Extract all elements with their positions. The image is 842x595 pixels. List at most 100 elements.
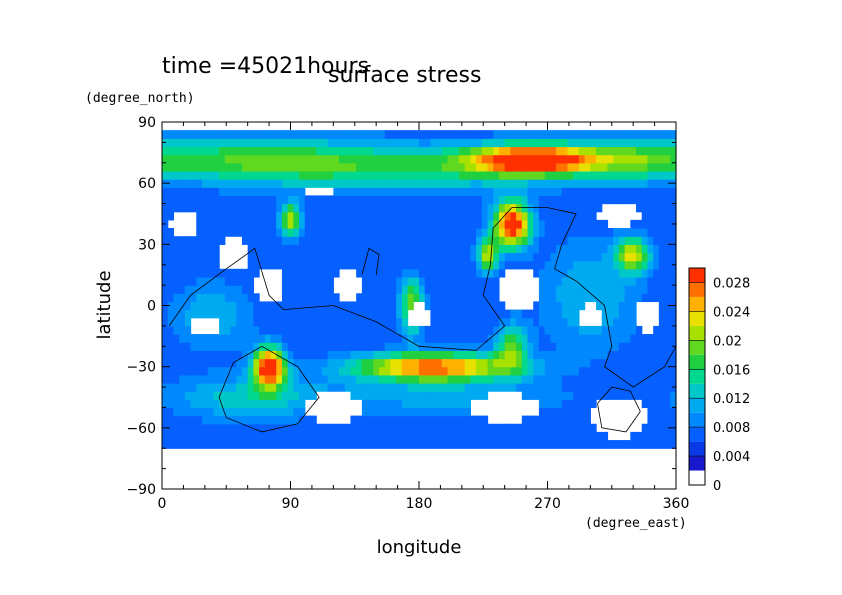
heatmap-cell [413, 252, 420, 262]
colorbar-swatch [689, 268, 705, 283]
heatmap-cell [173, 236, 180, 245]
heatmap-cell [618, 187, 626, 196]
heatmap-cell [333, 130, 340, 139]
heatmap-cell [327, 130, 334, 139]
heatmap-cell [567, 399, 574, 409]
heatmap-cell [281, 138, 289, 148]
heatmap-cell [264, 260, 272, 270]
heatmap-cell [538, 374, 546, 384]
heatmap-cell [281, 276, 289, 286]
heatmap-cell [538, 252, 546, 262]
heatmap-cell [573, 350, 580, 360]
heatmap-cell [401, 179, 409, 188]
heatmap-cell [584, 211, 591, 221]
heatmap-cell [596, 382, 603, 392]
heatmap-cell [538, 219, 546, 229]
heatmap-cell [236, 350, 243, 360]
heatmap-cell [350, 366, 357, 376]
heatmap-cell [162, 276, 169, 286]
heatmap-cell [350, 374, 357, 384]
heatmap-cell [658, 399, 666, 409]
heatmap-cell [276, 170, 283, 180]
heatmap-cell [487, 146, 494, 156]
heatmap-cell [264, 154, 272, 164]
heatmap-cell [384, 260, 392, 270]
heatmap-cell [493, 211, 500, 221]
heatmap-cell [270, 154, 277, 164]
heatmap-cell [356, 382, 363, 392]
heatmap-cell [179, 236, 186, 245]
heatmap-cell [230, 146, 237, 156]
heatmap-cell [230, 431, 237, 441]
heatmap-cell [567, 334, 574, 343]
heatmap-cell [573, 301, 580, 311]
heatmap-cell [510, 179, 517, 188]
heatmap-cell [236, 431, 243, 441]
heatmap-cell [447, 179, 454, 188]
heatmap-cell [476, 415, 483, 425]
heatmap-cell [624, 187, 631, 196]
heatmap-cell [601, 309, 609, 319]
heatmap-cell [293, 391, 300, 400]
heatmap-cell [441, 382, 449, 392]
heatmap-cell [641, 130, 649, 139]
heatmap-cell [196, 399, 203, 409]
heatmap-cell [407, 154, 414, 164]
heatmap-cell [618, 342, 626, 351]
heatmap-cell [219, 382, 226, 392]
heatmap-cell [567, 203, 574, 213]
heatmap-cell [647, 219, 654, 229]
heatmap-cell [510, 440, 517, 449]
heatmap-cell [316, 179, 323, 188]
heatmap-cell [504, 374, 511, 384]
heatmap-cell [441, 138, 449, 148]
heatmap-cell [476, 334, 483, 343]
heatmap-cell [207, 244, 214, 254]
heatmap-cell [487, 219, 494, 229]
heatmap-cell [287, 268, 294, 278]
heatmap-cell [287, 407, 294, 417]
heatmap-cell [464, 391, 471, 400]
heatmap-cell [601, 374, 609, 384]
heatmap-cell [167, 334, 175, 343]
heatmap-cell [304, 309, 312, 319]
heatmap-cell [538, 382, 546, 392]
heatmap-cell [613, 162, 620, 172]
heatmap-cell [464, 399, 471, 409]
heatmap-cell [350, 138, 357, 148]
heatmap-cell [481, 391, 489, 400]
heatmap-cell [379, 195, 386, 205]
heatmap-cell [396, 431, 403, 441]
heatmap-cell [213, 407, 220, 417]
heatmap-cell [607, 350, 614, 360]
heatmap-cell [281, 440, 289, 449]
heatmap-cell [578, 285, 586, 294]
heatmap-cell [339, 179, 346, 188]
heatmap-cell [281, 203, 289, 213]
heatmap-cell [419, 138, 426, 148]
heatmap-cell [447, 399, 454, 409]
heatmap-cell [561, 162, 569, 172]
heatmap-cell [224, 374, 232, 384]
heatmap-cell [201, 366, 209, 376]
heatmap-cell [630, 285, 637, 294]
heatmap-cell [596, 440, 603, 449]
heatmap-cell [487, 154, 494, 164]
heatmap-cell [179, 146, 186, 156]
heatmap-cell [379, 358, 386, 368]
heatmap-cell [527, 138, 534, 148]
heatmap-cell [396, 391, 403, 400]
heatmap-cell [321, 236, 329, 245]
heatmap-cell [653, 236, 660, 245]
heatmap-cell [487, 170, 494, 180]
heatmap-cell [601, 228, 609, 237]
heatmap-cell [447, 162, 454, 172]
heatmap-cell [578, 325, 586, 335]
heatmap-cell [584, 130, 591, 139]
heatmap-cell [504, 440, 511, 449]
heatmap-cell [236, 170, 243, 180]
heatmap-cell [636, 146, 643, 156]
heatmap-cell [636, 276, 643, 286]
heatmap-cell [379, 440, 386, 449]
heatmap-cell [590, 260, 597, 270]
